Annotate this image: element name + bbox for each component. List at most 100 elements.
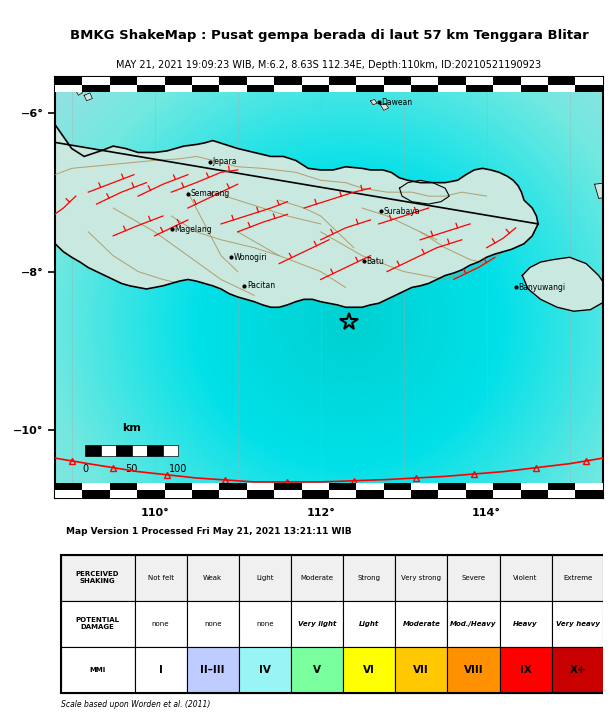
Bar <box>438 483 466 490</box>
Bar <box>187 601 239 647</box>
Text: Wonogiri: Wonogiri <box>234 253 267 262</box>
Text: V: V <box>313 665 321 675</box>
Text: MAY 21, 2021 19:09:23 WIB, M:6.2, 8.63S 112.34E, Depth:110km, ID:20210521190923: MAY 21, 2021 19:09:23 WIB, M:6.2, 8.63S … <box>116 60 542 70</box>
Bar <box>329 490 356 498</box>
Text: 114°: 114° <box>472 508 501 518</box>
Bar <box>192 483 219 490</box>
Text: X+: X+ <box>569 665 586 675</box>
Bar <box>329 85 356 92</box>
Bar <box>411 85 438 92</box>
Bar <box>447 601 499 647</box>
Bar <box>329 77 356 85</box>
Bar <box>356 77 384 85</box>
Text: Heavy: Heavy <box>513 621 538 627</box>
Text: Weak: Weak <box>203 575 222 581</box>
Text: VII: VII <box>414 665 429 675</box>
Bar <box>302 77 329 85</box>
Bar <box>192 85 219 92</box>
Bar <box>521 490 548 498</box>
Bar <box>493 490 521 498</box>
Bar <box>187 647 239 693</box>
Text: I: I <box>159 665 163 675</box>
Bar <box>137 490 165 498</box>
Text: Scale based upon Worden et al. (2011): Scale based upon Worden et al. (2011) <box>61 700 210 709</box>
Bar <box>137 483 165 490</box>
Text: IV: IV <box>259 665 271 675</box>
Bar <box>384 483 411 490</box>
Polygon shape <box>522 257 607 311</box>
Text: VIII: VIII <box>464 665 483 675</box>
Bar <box>343 555 395 601</box>
Bar <box>521 85 548 92</box>
Text: 112°: 112° <box>306 508 335 518</box>
Bar <box>137 77 165 85</box>
Bar <box>247 483 274 490</box>
Text: Very light: Very light <box>298 621 336 627</box>
Polygon shape <box>84 93 92 101</box>
Bar <box>219 85 247 92</box>
Bar <box>438 490 466 498</box>
Bar <box>499 601 551 647</box>
Bar <box>83 85 110 92</box>
Text: Very heavy: Very heavy <box>556 621 600 627</box>
Text: MMI: MMI <box>89 667 106 673</box>
Text: 110°: 110° <box>140 508 169 518</box>
Bar <box>187 555 239 601</box>
Text: 100: 100 <box>169 464 187 474</box>
Text: Strong: Strong <box>357 575 381 581</box>
Text: Dawean: Dawean <box>381 98 412 107</box>
Text: Surabaya: Surabaya <box>384 206 420 216</box>
Bar <box>548 85 575 92</box>
Polygon shape <box>594 183 612 199</box>
Bar <box>274 77 302 85</box>
Bar <box>247 490 274 498</box>
Polygon shape <box>76 89 83 95</box>
Bar <box>85 445 101 456</box>
Bar <box>499 647 551 693</box>
Text: Banyuwangi: Banyuwangi <box>518 283 565 292</box>
Text: VI: VI <box>363 665 375 675</box>
Bar <box>291 555 343 601</box>
Bar <box>147 445 163 456</box>
Bar <box>548 490 575 498</box>
Bar <box>55 85 83 92</box>
Bar <box>466 77 493 85</box>
Bar <box>61 555 135 601</box>
Bar <box>239 647 291 693</box>
Bar <box>110 85 137 92</box>
Bar <box>135 601 187 647</box>
Bar <box>551 647 604 693</box>
Text: none: none <box>204 621 222 627</box>
Bar <box>575 483 603 490</box>
Bar <box>61 601 135 647</box>
Text: Jepara: Jepara <box>213 158 237 166</box>
Bar <box>165 77 192 85</box>
Bar <box>101 445 116 456</box>
Bar <box>447 647 499 693</box>
Text: none: none <box>256 621 274 627</box>
Bar <box>343 647 395 693</box>
Bar <box>274 85 302 92</box>
Text: POTENTIAL
DAMAGE: POTENTIAL DAMAGE <box>75 617 119 630</box>
Text: Moderate: Moderate <box>300 575 334 581</box>
Text: Magelang: Magelang <box>174 225 212 234</box>
Bar <box>548 77 575 85</box>
Polygon shape <box>381 103 389 110</box>
Bar <box>384 85 411 92</box>
Polygon shape <box>400 180 449 204</box>
Text: Map Version 1 Processed Fri May 21, 2021 13:21:11 WIB: Map Version 1 Processed Fri May 21, 2021… <box>66 527 352 536</box>
Bar <box>356 85 384 92</box>
Bar <box>302 85 329 92</box>
Bar <box>575 85 603 92</box>
Bar <box>132 445 147 456</box>
Bar <box>551 555 604 601</box>
Bar <box>192 77 219 85</box>
Bar <box>466 490 493 498</box>
Text: BMKG ShakeMap : Pusat gempa berada di laut 57 km Tenggara Blitar: BMKG ShakeMap : Pusat gempa berada di la… <box>70 29 588 42</box>
Text: Violent: Violent <box>513 575 538 581</box>
Bar <box>466 483 493 490</box>
Bar <box>274 490 302 498</box>
Bar <box>165 490 192 498</box>
Bar <box>395 647 447 693</box>
Text: II–III: II–III <box>201 665 225 675</box>
